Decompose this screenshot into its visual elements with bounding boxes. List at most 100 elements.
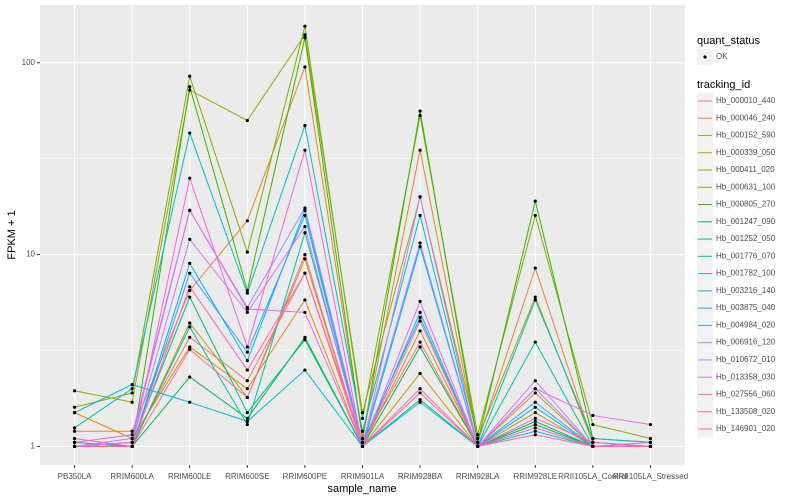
data-point bbox=[303, 310, 307, 314]
legend-label: Hb_001247_090 bbox=[716, 217, 776, 226]
data-point bbox=[188, 375, 192, 379]
y-tick-label: 100 bbox=[22, 58, 36, 67]
shape-legend-title: quant_status bbox=[697, 35, 760, 47]
data-point bbox=[533, 411, 537, 415]
legend-label: Hb_001782_100 bbox=[716, 269, 776, 278]
data-point bbox=[533, 391, 537, 395]
data-point bbox=[533, 213, 537, 218]
legend-label: Hb_006916_120 bbox=[716, 338, 776, 347]
data-point bbox=[303, 224, 307, 229]
x-tick-label: RRIM928LA bbox=[456, 472, 500, 481]
data-point bbox=[188, 295, 192, 299]
y-tick-label: 1 bbox=[31, 442, 36, 451]
data-point bbox=[245, 379, 249, 383]
legend-label: Hb_001776_070 bbox=[716, 251, 776, 260]
legend-label: Hb_133508_020 bbox=[716, 407, 776, 416]
data-point bbox=[188, 288, 192, 293]
data-point bbox=[648, 440, 653, 444]
data-point bbox=[303, 36, 307, 40]
data-point bbox=[245, 359, 249, 363]
x-tick-label: RRII105LA_Stressed bbox=[613, 472, 688, 481]
data-point bbox=[303, 206, 307, 210]
data-point bbox=[72, 444, 77, 449]
data-point bbox=[188, 176, 192, 180]
x-tick-label: PB350LA bbox=[58, 472, 92, 481]
legend-label: Hb_000411_020 bbox=[716, 165, 775, 174]
legend-label: Hb_013358_030 bbox=[716, 372, 776, 381]
data-point bbox=[533, 400, 537, 404]
data-point bbox=[245, 250, 249, 254]
y-axis-title: FPKM + 1 bbox=[6, 210, 18, 259]
legend-label: Hb_003875_040 bbox=[716, 303, 776, 312]
data-point bbox=[303, 208, 307, 212]
data-point bbox=[418, 345, 422, 349]
data-point bbox=[591, 440, 595, 444]
data-point bbox=[188, 321, 192, 325]
data-point bbox=[130, 400, 134, 404]
legend-label: Hb_004984_020 bbox=[716, 320, 776, 329]
data-point bbox=[245, 310, 249, 314]
data-point bbox=[360, 440, 365, 444]
data-point bbox=[188, 400, 192, 404]
data-point bbox=[72, 436, 77, 441]
data-point bbox=[130, 382, 134, 387]
data-point bbox=[303, 148, 307, 152]
data-point bbox=[360, 429, 365, 433]
data-point bbox=[188, 131, 192, 135]
x-tick-label: RRII105LA_Control bbox=[558, 472, 628, 481]
legend-label: Hb_000631_100 bbox=[716, 182, 776, 191]
data-point bbox=[418, 114, 422, 118]
data-point bbox=[533, 433, 537, 437]
data-point bbox=[418, 371, 422, 376]
data-point bbox=[533, 416, 537, 420]
data-point bbox=[130, 429, 134, 433]
data-point bbox=[303, 124, 307, 128]
data-point bbox=[533, 426, 537, 430]
data-point bbox=[418, 213, 422, 218]
data-point bbox=[418, 398, 422, 402]
data-point bbox=[533, 387, 537, 391]
data-point bbox=[303, 213, 307, 218]
data-point bbox=[303, 33, 307, 37]
data-point bbox=[245, 219, 249, 223]
data-point bbox=[418, 340, 422, 344]
data-point bbox=[303, 338, 307, 342]
data-point bbox=[72, 426, 77, 430]
data-point bbox=[533, 422, 537, 427]
data-point bbox=[188, 237, 192, 241]
data-point bbox=[130, 387, 134, 391]
data-point bbox=[245, 368, 249, 372]
x-tick-label: RRIM600LE bbox=[168, 472, 212, 481]
data-point bbox=[533, 379, 537, 383]
x-tick-label: RRIM928LE bbox=[513, 472, 557, 481]
data-point bbox=[418, 109, 422, 113]
data-point bbox=[591, 422, 595, 427]
data-point bbox=[245, 416, 249, 420]
data-point bbox=[245, 411, 249, 415]
data-point bbox=[476, 436, 480, 441]
data-point bbox=[533, 298, 537, 302]
data-point bbox=[418, 391, 422, 395]
data-point bbox=[245, 307, 249, 311]
data-point bbox=[130, 444, 134, 449]
legend-label: Hb_003216_140 bbox=[716, 286, 776, 295]
data-point bbox=[360, 411, 365, 415]
data-point bbox=[418, 241, 422, 245]
data-point bbox=[533, 295, 537, 299]
legend-label: Hb_001252_050 bbox=[716, 234, 776, 243]
data-point bbox=[245, 118, 249, 123]
data-point bbox=[360, 444, 365, 449]
data-point bbox=[245, 291, 249, 295]
data-point bbox=[648, 436, 653, 441]
legend-label: Hb_000152_590 bbox=[716, 131, 776, 140]
data-point bbox=[303, 368, 307, 372]
data-point bbox=[188, 74, 192, 78]
data-point bbox=[533, 340, 537, 344]
x-tick-label: RRIM600SE bbox=[225, 472, 269, 481]
legend-label: Hb_000010_440 bbox=[716, 96, 776, 105]
data-point bbox=[533, 405, 537, 409]
x-tick-label: RRIM928BA bbox=[398, 472, 443, 481]
data-point bbox=[188, 325, 192, 329]
data-point bbox=[303, 257, 307, 261]
